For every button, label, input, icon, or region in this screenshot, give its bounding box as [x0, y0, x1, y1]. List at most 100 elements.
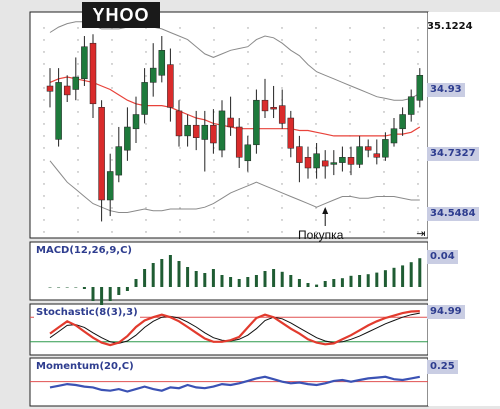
candle-up [158, 50, 166, 76]
grid-dot [281, 183, 283, 185]
candle-down [270, 107, 277, 110]
candle-down [63, 85, 71, 96]
grid-dot [417, 219, 419, 221]
candle-up [218, 110, 226, 151]
grid-dot [77, 147, 79, 149]
grid-dot [383, 63, 385, 65]
stoch-k-line [49, 310, 420, 347]
candle-up [339, 157, 346, 163]
candle-down [304, 157, 312, 169]
macd-label: MACD(12,26,9,C) [34, 245, 134, 257]
grid-dot [349, 99, 351, 101]
grid-dot [77, 99, 79, 101]
macd-bar [134, 279, 138, 287]
grid-dot [43, 219, 45, 221]
grid-dot [349, 183, 351, 185]
grid-dot [77, 51, 79, 53]
grid-dot [247, 63, 249, 65]
grid-dot [43, 111, 45, 113]
grid-dot [213, 39, 215, 41]
grid-dot [213, 99, 215, 101]
candle-up [244, 144, 252, 162]
grid-dot [281, 171, 283, 173]
macd-bar [229, 277, 233, 287]
grid-dot [417, 135, 419, 137]
grid-dot [43, 27, 45, 29]
grid-dot [43, 99, 45, 101]
candle-down [167, 64, 174, 108]
grid-dot [383, 87, 385, 89]
momentum-line [49, 375, 421, 393]
candle-down [287, 117, 295, 149]
candle-down [210, 124, 217, 144]
grid-dot [43, 207, 45, 209]
scroll-end-icon[interactable]: ⇥ [416, 227, 426, 240]
candle-up [132, 114, 140, 130]
grid-dot [315, 195, 317, 197]
grid-dot [145, 147, 147, 149]
grid-dot [247, 87, 249, 89]
ma-line [49, 76, 421, 137]
macd-bar [323, 281, 327, 287]
grid-dot [111, 207, 113, 209]
grid-dot [247, 171, 249, 173]
macd-bar [315, 284, 319, 287]
macd-bar [349, 275, 353, 287]
candle-up [356, 146, 363, 165]
grid-dot [213, 159, 215, 161]
macd-bar [263, 271, 267, 287]
momentum-line [30, 375, 428, 393]
grid-dot [281, 27, 283, 29]
grid-dot [43, 147, 45, 149]
grid-dot [247, 195, 249, 197]
grid-dot [281, 231, 283, 233]
candle-down [296, 146, 303, 163]
grid-dot [179, 207, 181, 209]
macd-bar [340, 278, 344, 287]
grid-dot [383, 75, 385, 77]
grid-dot [145, 195, 147, 197]
grid-dot [43, 231, 45, 233]
grid-dot [77, 171, 79, 173]
grid-dot [145, 207, 147, 209]
grid-dot [247, 99, 249, 101]
candle-down [98, 107, 105, 201]
grid-dot [43, 87, 45, 89]
grid-dot [145, 183, 147, 185]
grid-dot [417, 147, 419, 149]
grid-dot [349, 87, 351, 89]
macd-bar [151, 263, 155, 287]
grid-dot [213, 195, 215, 197]
stochastic-lines [30, 310, 428, 347]
price-label-current: 34.93 [427, 83, 465, 97]
grid-dot [213, 87, 215, 89]
grid-dot [145, 75, 147, 77]
macd-bar [280, 271, 284, 287]
stochastic-value: 94.99 [427, 305, 465, 319]
grid-dot [43, 75, 45, 77]
candle-down [89, 42, 97, 105]
candle-up [399, 114, 406, 130]
macd-bar [418, 258, 422, 287]
price-top-label: 35.1224 [427, 21, 473, 32]
grid-dot [213, 27, 215, 29]
grid-dot [349, 231, 351, 233]
grid-dot [213, 183, 215, 185]
buy-annotation: Покупка [298, 228, 344, 242]
macd-bar [254, 275, 258, 287]
grid-dot [315, 111, 317, 113]
grid-dot [77, 39, 79, 41]
grid-dot [383, 51, 385, 53]
grid-dot [417, 39, 419, 41]
grid-dot [349, 123, 351, 125]
macd-bar [358, 275, 362, 287]
grid-dot [43, 159, 45, 161]
grid-dot [43, 171, 45, 173]
macd-bar [289, 275, 293, 287]
grid-dot [349, 171, 351, 173]
macd-bar [220, 275, 224, 287]
macd-bar [366, 274, 370, 287]
grid-dot [349, 51, 351, 53]
